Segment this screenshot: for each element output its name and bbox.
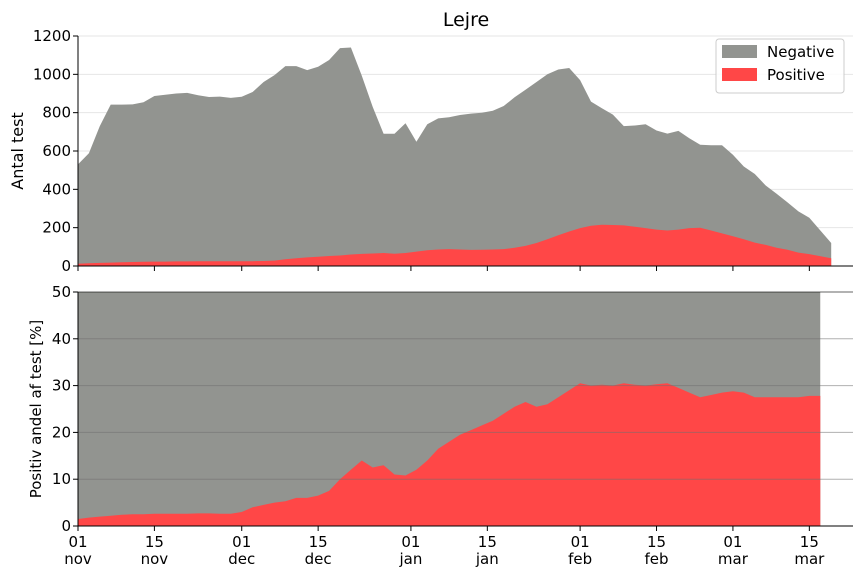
x-tick-month-label: mar — [718, 550, 749, 568]
x-tick-day-label: 01 — [723, 533, 742, 551]
x-tick-day-label: 01 — [571, 533, 590, 551]
x-tick-month-label: dec — [305, 550, 332, 568]
bottom-y-label: Positiv andel af test [%] — [27, 320, 45, 499]
legend-swatch-positive — [722, 68, 757, 81]
x-tick-month-label: mar — [794, 550, 825, 568]
top-panel: 0 200 400 600 800 1000 1200 Antal test — [8, 27, 853, 275]
top-y-tick-label: 200 — [42, 219, 71, 237]
x-tick-month-label: jan — [475, 550, 499, 568]
x-tick-day-label: 15 — [145, 533, 164, 551]
positive-area — [78, 224, 832, 266]
top-y-tick-label: 400 — [42, 180, 71, 198]
positive-share-area — [78, 383, 821, 526]
x-tick-day-label: 15 — [647, 533, 666, 551]
x-tick-day-label: 01 — [68, 533, 87, 551]
bottom-y-tick-label: 20 — [52, 423, 71, 441]
bottom-y-tick-label: 0 — [61, 517, 71, 535]
x-tick-day-label: 15 — [309, 533, 328, 551]
x-tick-month-label: nov — [141, 550, 169, 568]
bottom-y-tick-label: 30 — [52, 377, 71, 395]
legend-swatch-negative — [722, 45, 757, 58]
x-tick-day-label: 15 — [800, 533, 819, 551]
bottom-x-ticks: 01nov15nov01dec15dec01jan15jan01feb15feb… — [64, 526, 825, 568]
x-tick-month-label: feb — [645, 550, 669, 568]
x-tick-month-label: feb — [568, 550, 592, 568]
legend-label-negative: Negative — [767, 43, 834, 61]
chart-title: Lejre — [443, 9, 489, 31]
x-tick-month-label: dec — [228, 550, 255, 568]
top-y-tick-label: 1200 — [33, 27, 71, 45]
top-y-tick-label: 0 — [61, 257, 71, 275]
x-tick-month-label: jan — [398, 550, 422, 568]
top-y-tick-label: 600 — [42, 142, 71, 160]
top-y-ticks: 0 200 400 600 800 1000 1200 — [33, 27, 78, 275]
x-tick-day-label: 01 — [401, 533, 420, 551]
legend: Negative Positive — [715, 38, 845, 94]
x-tick-day-label: 01 — [232, 533, 251, 551]
x-tick-day-label: 15 — [478, 533, 497, 551]
bottom-y-tick-label: 10 — [52, 470, 71, 488]
bottom-y-ticks: 0 10 20 30 40 50 — [52, 283, 78, 535]
top-y-label: Antal test — [8, 112, 27, 189]
bottom-y-tick-label: 40 — [52, 330, 71, 348]
bottom-y-tick-label: 50 — [52, 283, 71, 301]
x-tick-month-label: nov — [64, 550, 92, 568]
top-y-tick-label: 800 — [42, 104, 71, 122]
negative-area — [78, 47, 832, 266]
top-y-tick-label: 1000 — [33, 65, 71, 83]
legend-label-positive: Positive — [767, 66, 825, 84]
top-x-ticks — [77, 266, 810, 271]
